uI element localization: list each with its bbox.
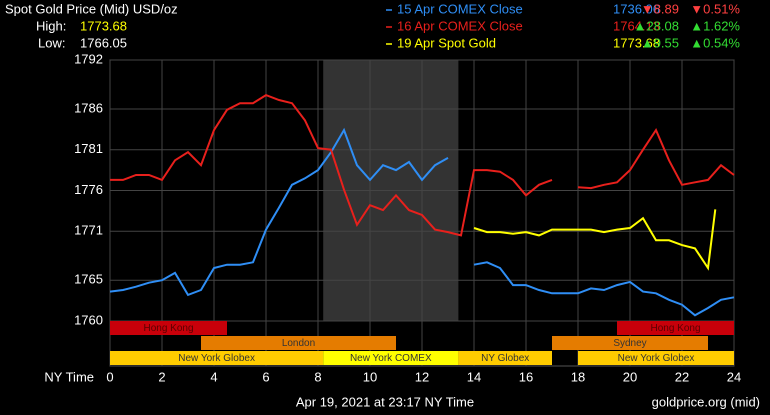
y-tick-label: 1760 [74,312,103,327]
high-label: High: [36,18,66,33]
legend-change: ▲9.55 [641,35,679,50]
x-axis-title: NY Time [44,369,94,384]
y-tick-label: 1781 [74,141,103,156]
session-label: NY Globex [481,353,529,364]
session-bar [552,336,708,350]
legend-label: 16 Apr COMEX Close [397,18,523,33]
legend-change-pct: ▼0.51% [690,1,740,16]
source: goldprice.org (mid) [652,394,760,409]
x-tick-label: 2 [158,369,165,384]
session-bar [201,336,396,350]
low-label: Low: [38,35,65,50]
x-tick-label: 18 [571,369,585,384]
x-tick-label: 4 [210,369,217,384]
session-label: Hong Kong [143,323,193,334]
x-tick-label: 8 [314,369,321,384]
y-tick-label: 1792 [74,51,103,66]
legend-change-pct: ▲0.54% [690,35,740,50]
session-label: Sydney [613,338,646,349]
x-tick-label: 0 [106,369,113,384]
y-tick-label: 1776 [74,182,103,197]
session-label: New York Globex [618,353,695,364]
legend-label: 19 Apr Spot Gold [397,35,496,50]
x-tick-label: 16 [519,369,533,384]
x-tick-label: 24 [727,369,741,384]
session-label: London [282,338,315,349]
chart-title: Spot Gold Price (Mid) USD/oz [5,1,178,16]
x-tick-label: 20 [623,369,637,384]
price-line [110,93,735,237]
x-tick-label: 14 [467,369,481,384]
session-bar [578,351,734,365]
high-value: 1773.68 [80,18,127,33]
x-tick-label: 10 [363,369,377,384]
x-tick-label: 12 [415,369,429,384]
timestamp: Apr 19, 2021 at 23:17 NY Time [296,394,474,409]
legend-label: 15 Apr COMEX Close [397,1,523,16]
session-bar [110,351,324,365]
legend-change: ▲28.08 [634,18,679,33]
session-label: Hong Kong [650,323,700,334]
legend-change: ▼8.89 [641,1,679,16]
session-bar [110,321,227,335]
session-label: New York Globex [178,353,255,364]
y-tick-label: 1771 [74,223,103,238]
legend-close: 1764.13 [613,18,660,33]
session-bar [617,321,734,335]
y-tick-label: 1786 [74,100,103,115]
price-line [109,127,735,317]
legend-close: 1773.68 [613,35,660,50]
session-bar [323,351,459,365]
price-line [473,209,717,271]
x-tick-label: 6 [262,369,269,384]
legend-close: 1736.06 [613,1,660,16]
legend-change-pct: ▲1.62% [690,18,740,33]
x-tick-label: 22 [675,369,689,384]
session-label: New York COMEX [350,353,432,364]
y-tick-label: 1765 [74,272,103,287]
session-bar [458,351,552,365]
low-value: 1766.05 [80,35,127,50]
